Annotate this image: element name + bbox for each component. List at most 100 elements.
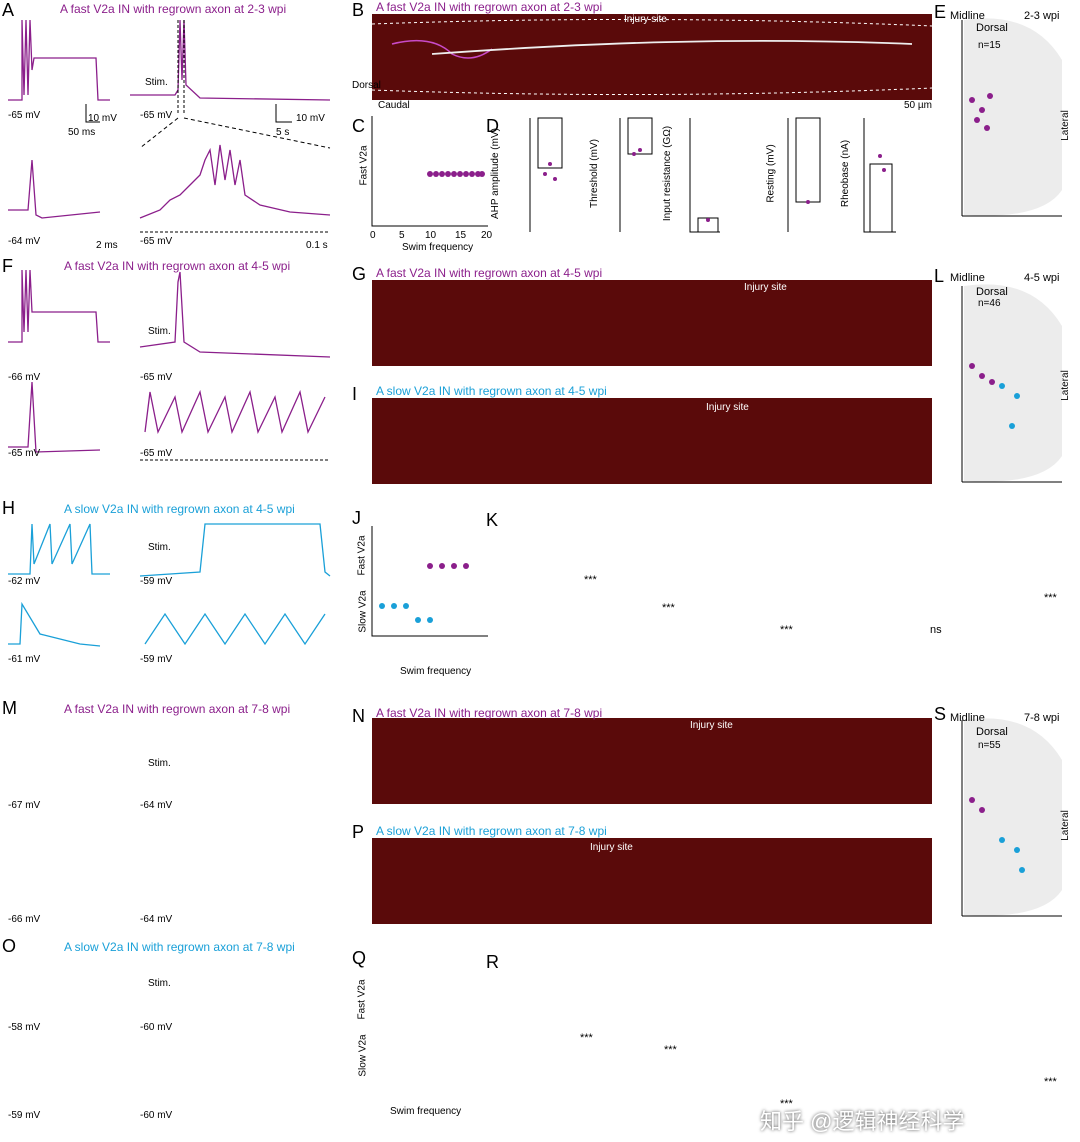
watermark: 知乎 @逻辑神经科学	[760, 1109, 965, 1134]
h-vm3: -61 mV	[8, 654, 41, 665]
panel-p-micrograph	[372, 838, 932, 924]
q-ylabel-slow: Slow V2a	[357, 1034, 369, 1077]
s-wpi: 7-8 wpi	[1024, 712, 1060, 724]
l-lateral: Lateral	[1059, 370, 1071, 401]
panel-label-s: S	[934, 704, 947, 724]
f-vm1: -66 mV	[8, 372, 41, 383]
d-label-rheobase: Rheobase (nA)	[840, 139, 852, 208]
m-vm2: -64 mV	[140, 800, 173, 811]
d-bar-threshold	[619, 117, 653, 232]
f-vm2: -65 mV	[140, 372, 173, 383]
panel-g-micrograph	[372, 280, 932, 366]
panel-label-l: L	[934, 266, 945, 286]
k-sig-4: ns	[930, 624, 942, 636]
a-vm1: -65 mV	[8, 110, 41, 121]
o-vm2: -60 mV	[140, 1022, 173, 1033]
m-vm4: -64 mV	[140, 914, 173, 925]
s-lateral: Lateral	[1059, 810, 1071, 841]
o-vm4: -60 mV	[140, 1110, 173, 1121]
i-injury: Injury site	[706, 402, 749, 413]
l-wpi: 4-5 wpi	[1024, 272, 1060, 284]
l-midline: Midline	[950, 272, 985, 284]
a-sb-t4: 0.1 s	[306, 240, 328, 251]
m-vm1: -67 mV	[8, 800, 41, 811]
k-sig-1: ***	[584, 574, 597, 586]
c-tick-2: 10	[425, 230, 437, 241]
panel-label-a: A	[2, 0, 15, 20]
a-sb-t1: 50 ms	[68, 127, 96, 138]
m-vm3: -66 mV	[8, 914, 41, 925]
o-vm1: -58 mV	[8, 1022, 41, 1033]
panel-label-g: G	[352, 264, 367, 284]
panel-n-micrograph	[372, 718, 932, 804]
k-sig-5: ***	[1044, 592, 1057, 604]
panel-label-c: C	[352, 116, 365, 136]
panel-label-o: O	[2, 936, 17, 956]
m-stim: Stim.	[148, 758, 171, 769]
panel-label-r: R	[486, 952, 499, 972]
q-xlabel: Swim frequency	[390, 1106, 462, 1117]
a-sb-t2: 5 s	[276, 127, 290, 138]
panel-label-j: J	[352, 508, 361, 528]
e-lateral: Lateral	[1059, 110, 1071, 141]
panel-n-title: A fast V2a IN with regrown axon at 7-8 w…	[376, 706, 603, 720]
h-stim: Stim.	[148, 542, 171, 553]
panel-j-scatter	[371, 526, 488, 637]
o-stim: Stim.	[148, 978, 171, 989]
s-midline: Midline	[950, 712, 985, 724]
k-sig-2: ***	[662, 602, 675, 614]
f-vm3: -65 mV	[8, 448, 41, 459]
d-bar-rin	[689, 118, 720, 233]
panel-label-i: I	[352, 384, 358, 404]
panel-label-f: F	[2, 256, 13, 276]
panel-d-bars	[529, 117, 896, 233]
panel-h-title: A slow V2a IN with regrown axon at 4-5 w…	[64, 502, 295, 516]
a-sb-v2: 10 mV	[296, 113, 325, 124]
o-vm3: -59 mV	[8, 1110, 41, 1121]
c-tick-1: 5	[399, 230, 405, 241]
panel-b-title: A fast V2a IN with regrown axon at 2-3 w…	[376, 0, 603, 14]
j-dots-slow	[379, 603, 433, 623]
l-dorsal: Dorsal	[976, 286, 1008, 298]
panel-a-title: A fast V2a IN with regrown axon at 2-3 w…	[60, 2, 287, 16]
panel-f-title: A fast V2a IN with regrown axon at 4-5 w…	[64, 259, 291, 273]
c-tick-0: 0	[370, 230, 376, 241]
panel-label-k: K	[486, 510, 499, 530]
h-vm4: -59 mV	[140, 654, 173, 665]
c-dots	[427, 171, 485, 177]
r-sig-4: ***	[1044, 1076, 1057, 1088]
panel-e-map	[961, 18, 1062, 217]
panel-label-d: D	[486, 116, 499, 136]
panel-b-micrograph	[372, 14, 932, 100]
a-vm2: -65 mV	[140, 110, 173, 121]
panel-label-e: E	[934, 2, 947, 22]
k-sig-3: ***	[780, 624, 793, 636]
h-vm2: -59 mV	[140, 576, 173, 587]
d-bar-resting	[787, 117, 821, 232]
j-ylabel-fast: Fast V2a	[356, 535, 368, 576]
a-vm3: -64 mV	[8, 236, 41, 247]
d-bar-rheobase	[863, 118, 896, 233]
s-n: n=55	[978, 740, 1001, 751]
e-midline: Midline	[950, 10, 985, 22]
b-injury: Injury site	[624, 14, 667, 25]
s-dorsal: Dorsal	[976, 726, 1008, 738]
d-label-threshold: Threshold (mV)	[588, 139, 600, 208]
c-ylabel: Fast V2a	[358, 145, 370, 186]
r-sig-2: ***	[664, 1044, 677, 1056]
a-sb-t3: 2 ms	[96, 240, 118, 251]
d-bar-ahp	[529, 117, 563, 232]
j-xlabel: Swim frequency	[400, 666, 472, 677]
panel-m-title: A fast V2a IN with regrown axon at 7-8 w…	[64, 702, 291, 716]
panel-p-title: A slow V2a IN with regrown axon at 7-8 w…	[376, 824, 607, 838]
q-ylabel-fast: Fast V2a	[356, 979, 368, 1020]
b-caudal: Caudal	[378, 100, 410, 111]
d-label-ahp: AHP amplitude (mV)	[489, 128, 501, 219]
c-xlabel: Swim frequency	[402, 242, 474, 253]
panel-label-b: B	[352, 0, 365, 20]
panel-f-traces	[8, 269, 331, 461]
j-dots-fast	[427, 563, 469, 569]
b-scale: 50 µm	[904, 100, 932, 111]
c-tick-4: 20	[481, 230, 493, 241]
j-ylabel-slow: Slow V2a	[357, 590, 369, 633]
